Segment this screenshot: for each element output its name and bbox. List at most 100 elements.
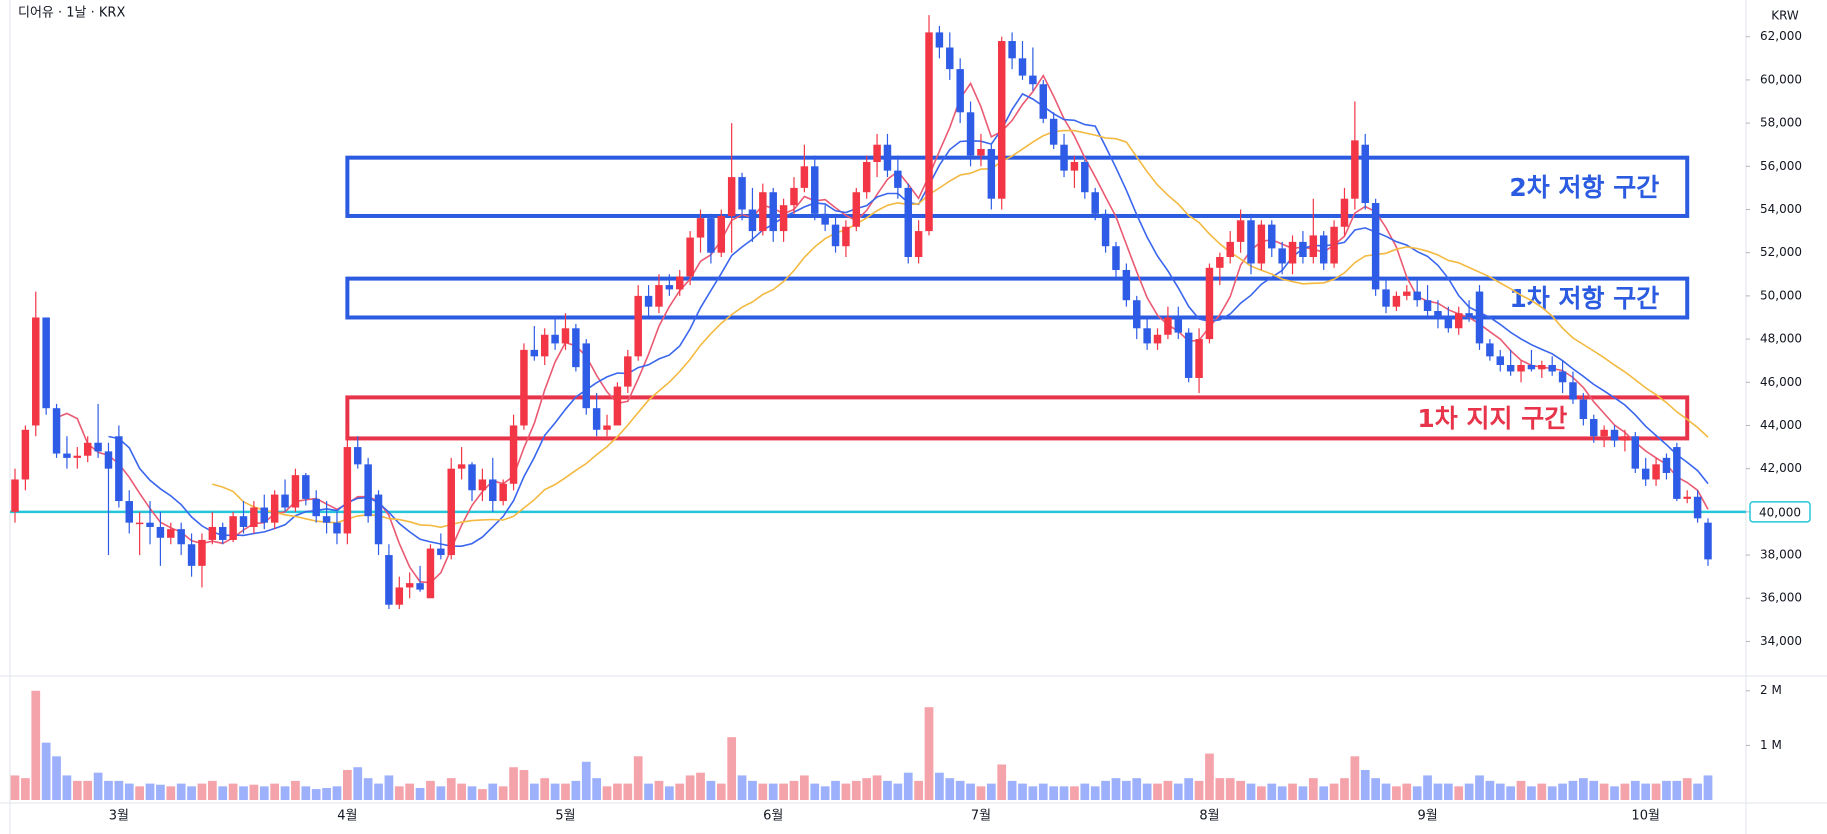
candle-body [1351, 140, 1359, 199]
candle-body [894, 170, 902, 188]
candle-body [821, 213, 829, 225]
candle-body [1693, 496, 1702, 519]
volume-bar [270, 783, 280, 800]
candle-body [842, 226, 850, 247]
volume-bar [426, 780, 435, 800]
volume-bar [31, 690, 41, 800]
volume-bar [1288, 783, 1297, 800]
candle-body [1444, 317, 1453, 329]
candle-body [946, 47, 954, 70]
volume-bar [1672, 780, 1682, 800]
candle-body [1673, 447, 1681, 499]
candle-body [21, 429, 30, 480]
candle-body [873, 144, 881, 162]
candle-body [1133, 300, 1141, 329]
candle-body [156, 526, 165, 538]
volume-bar [228, 783, 238, 800]
volume-bar [1059, 786, 1069, 800]
volume-bar [872, 775, 882, 800]
volume-bar [779, 783, 788, 800]
volume-bar [405, 783, 415, 800]
candle-body [707, 218, 715, 253]
volume-bar [457, 783, 466, 800]
candle-body [1153, 334, 1162, 344]
volume-bar [10, 775, 20, 800]
candle-body [883, 144, 892, 171]
volume-bar [966, 783, 975, 800]
candle-body [831, 224, 840, 247]
volume-bar [561, 783, 570, 800]
candle-body [1413, 291, 1421, 301]
candle-body [956, 69, 964, 113]
zone-box [345, 276, 1690, 320]
candle-body [1205, 267, 1214, 340]
volume-bar [374, 783, 383, 800]
candle-body [1112, 246, 1120, 270]
candle-body [1247, 220, 1255, 264]
volume-bar [166, 786, 176, 800]
volume-bar [1132, 778, 1142, 800]
zone-box [345, 395, 1690, 441]
y-tick-label: 60,000 [1760, 72, 1802, 86]
candle-body [1122, 269, 1131, 301]
candle-body [696, 218, 705, 238]
volume-bar [1163, 780, 1173, 800]
candle-body [364, 464, 372, 517]
y-tick-label: 46,000 [1760, 375, 1802, 389]
volume-bar [592, 778, 602, 800]
candle-body [270, 494, 279, 523]
candle-body [302, 475, 310, 499]
volume-bar [114, 780, 124, 800]
candle-body [499, 483, 507, 502]
candle-body [1569, 382, 1577, 400]
volume-bar [706, 780, 716, 800]
candle-body [94, 442, 102, 452]
candle-body [239, 516, 248, 527]
volume-bar [644, 783, 653, 800]
volume-bar [1506, 786, 1516, 800]
candle-body [333, 522, 341, 534]
x-tick-label: 7월 [971, 809, 991, 824]
candle-body [977, 149, 985, 156]
y-tick-label: 54,000 [1760, 202, 1802, 216]
candle-body [146, 522, 154, 527]
volume-bar [207, 780, 217, 800]
volume-bar [810, 783, 820, 800]
volume-bar [83, 780, 93, 800]
candle-body [354, 447, 362, 465]
candle-body [935, 32, 944, 48]
candle-body [1558, 371, 1567, 383]
candle-body [104, 451, 113, 469]
volume-bar [1298, 786, 1308, 800]
volume-bar [737, 775, 747, 800]
candle-body [260, 507, 269, 523]
candle-body [1423, 300, 1432, 312]
candle-body [1091, 192, 1099, 214]
volume-bar [623, 783, 633, 800]
volume-bar [1433, 783, 1443, 800]
volume-bar [446, 778, 456, 800]
volume-bar [249, 784, 259, 800]
candle-body [624, 356, 632, 387]
volume-bar [654, 780, 664, 800]
volume-bar [716, 783, 726, 800]
volume-bar [1360, 769, 1370, 800]
candle-body [1039, 84, 1048, 119]
volume-bar [1319, 786, 1329, 800]
candle-body [1434, 311, 1442, 318]
candle-body [1309, 235, 1318, 258]
volume-bar [1464, 783, 1474, 800]
candle-body [686, 237, 694, 277]
volume-bar [862, 778, 872, 800]
volume-bar [291, 780, 300, 800]
volume-bar [1693, 783, 1702, 800]
x-tick-label: 5월 [555, 809, 575, 824]
volume-bar [903, 772, 913, 800]
volume-bar [831, 780, 840, 800]
candle-body [198, 539, 206, 566]
y-tick-label: 56,000 [1760, 159, 1802, 173]
candle-body [811, 166, 819, 214]
volume-bar [1070, 786, 1079, 800]
volume-bar [893, 783, 903, 800]
volume-bar [1038, 783, 1048, 800]
